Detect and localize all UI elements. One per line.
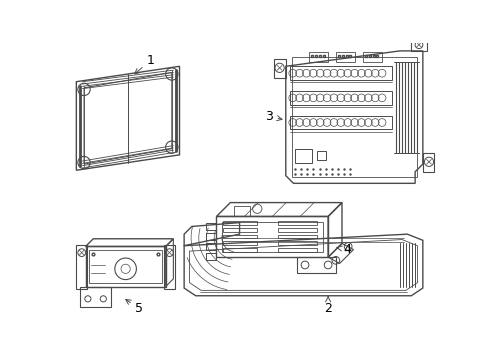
Bar [206,253,217,260]
Bar [278,241,317,245]
Bar [278,221,317,225]
Bar [278,228,317,231]
Bar [290,66,392,80]
Bar [317,151,326,160]
Text: 4: 4 [337,243,351,256]
Bar [290,91,392,105]
Text: 5: 5 [126,300,144,315]
Bar [336,53,355,62]
Bar [309,53,328,62]
Bar [278,248,317,252]
Bar [206,233,217,240]
Bar [234,206,249,216]
Bar [223,221,257,225]
Bar [223,248,257,252]
Text: 2: 2 [324,297,332,315]
Bar [278,235,317,238]
Bar [363,53,382,62]
Text: 1: 1 [135,54,155,74]
Text: 3: 3 [265,110,282,123]
Bar [206,243,217,250]
Bar [206,222,217,230]
Bar [223,241,257,245]
Bar [223,235,257,238]
Bar [223,228,257,231]
Bar [292,57,416,177]
Bar [290,116,392,130]
Bar [295,149,312,163]
